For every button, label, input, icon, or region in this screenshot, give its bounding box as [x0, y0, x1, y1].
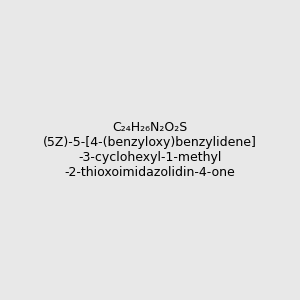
Text: C₂₄H₂₆N₂O₂S
(5Z)-5-[4-(benzyloxy)benzylidene]
-3-cyclohexyl-1-methyl
-2-thioxoim: C₂₄H₂₆N₂O₂S (5Z)-5-[4-(benzyloxy)benzyli…: [43, 121, 257, 179]
